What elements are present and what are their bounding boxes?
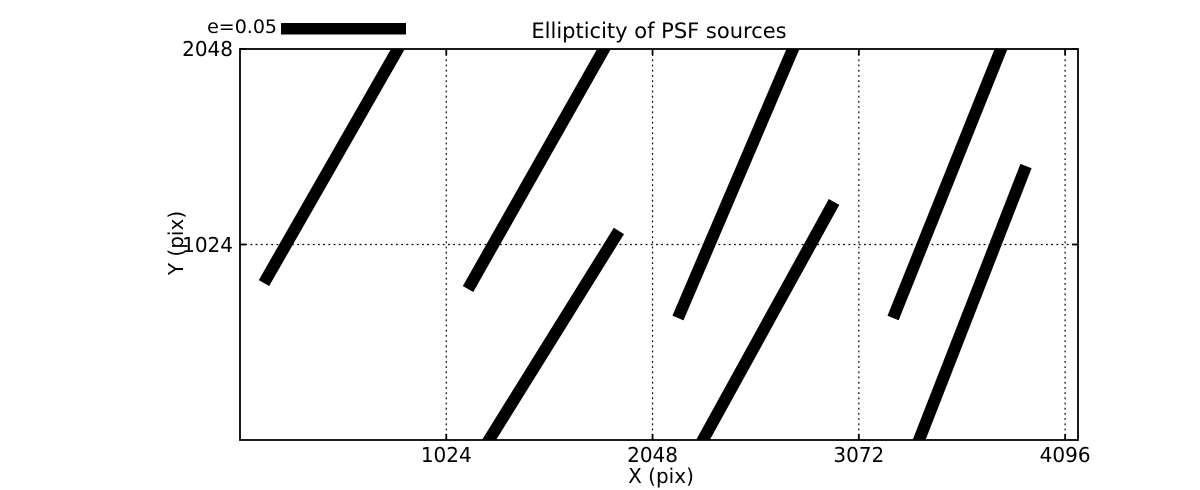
ellipticity-whisker [887,49,1008,321]
ellipticity-whisker [462,49,611,292]
quiver-key-label: e=0.05 [207,16,277,38]
ellipticity-whisker [696,199,840,440]
y-tick-label: 1024 [182,232,233,257]
x-tick-label: 2048 [627,443,678,467]
ellipticity-whisker [672,49,800,321]
axes-border [239,48,1079,441]
x-tick-label: 1024 [420,443,472,467]
ellipticity-whisker [912,163,1032,440]
x-tick-label: 4096 [1039,443,1091,467]
x-axis-label: X (pix) [628,464,694,488]
chart-title: Ellipticity of PSF sources [531,19,787,43]
quiver-key-bar [281,23,406,35]
whisker-layer [258,49,1032,440]
y-tick-label: 2048 [182,37,233,61]
ellipticity-whisker [481,227,625,440]
x-tick-label: 3072 [833,443,885,467]
ellipticity-whisker [258,49,405,287]
